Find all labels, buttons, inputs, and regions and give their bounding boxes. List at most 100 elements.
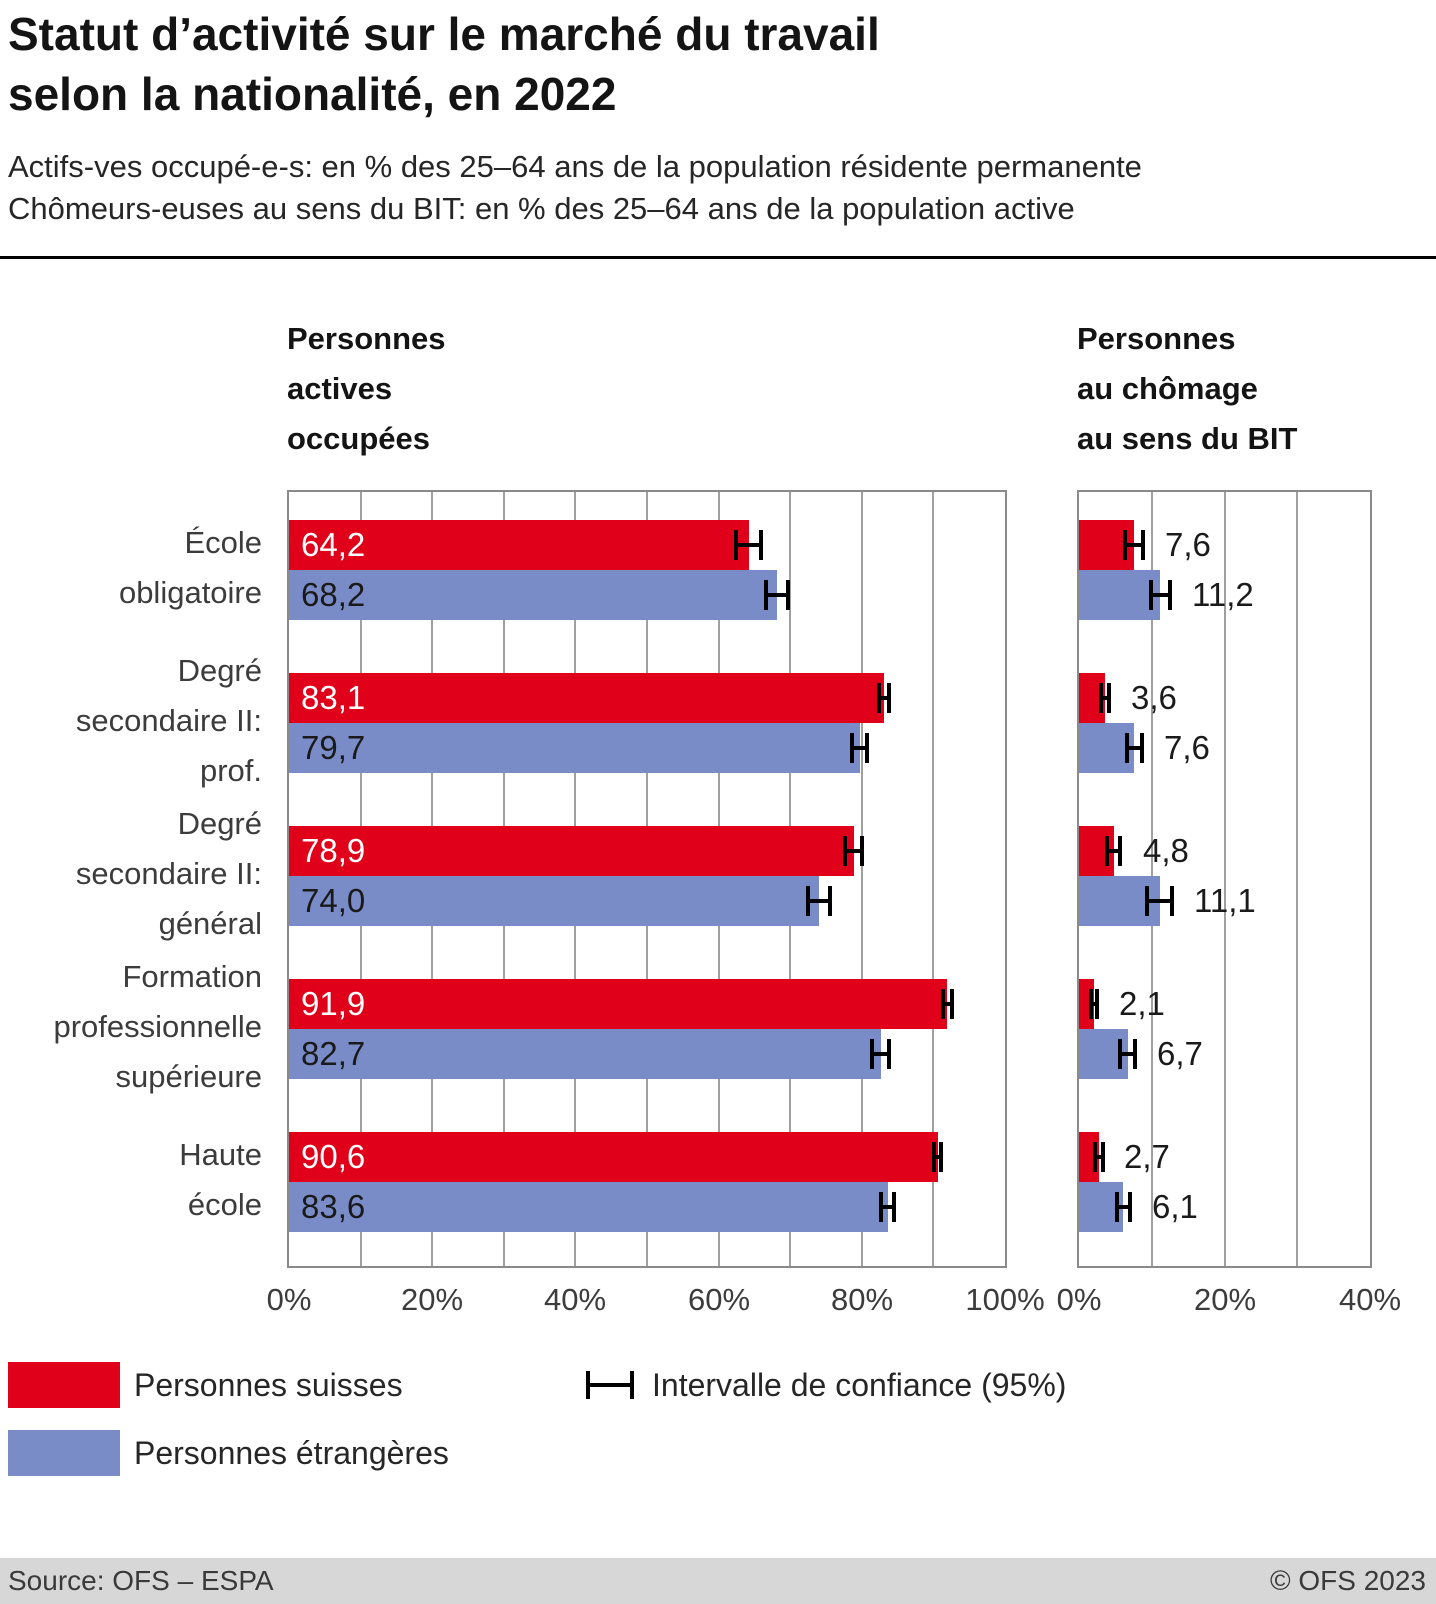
panel-title-0-line-1: actives	[287, 371, 393, 406]
legend-label-swiss: Personnes suisses	[134, 1367, 403, 1403]
axis-tick-label: 20%	[400, 1282, 464, 1317]
footer-source: Source: OFS – ESPA	[8, 1565, 274, 1596]
category-label: Degré secondaire II: prof.	[0, 646, 262, 796]
error-bar-cap-right	[1128, 1192, 1132, 1222]
category-label-line: professionnelle	[53, 1009, 262, 1044]
error-bar-cap-left	[1089, 989, 1093, 1019]
axis-tick-label: 20%	[1193, 1282, 1257, 1317]
error-bar-cap-left	[1123, 530, 1127, 560]
category-label-line: général	[158, 906, 262, 941]
value-label: 2,7	[1124, 1138, 1170, 1175]
category-label-line: École	[184, 525, 262, 560]
value-label: 4,8	[1143, 832, 1189, 869]
value-label: 83,1	[301, 679, 366, 716]
error-bar-cap-left	[1105, 836, 1109, 866]
error-bar	[941, 989, 954, 1019]
error-bar	[1105, 836, 1122, 866]
bar-foreign	[289, 1182, 888, 1232]
error-bar-cap-left	[932, 1142, 936, 1172]
error-bar-line	[1125, 746, 1144, 750]
value-label: 83,6	[301, 1188, 366, 1225]
error-bar	[1093, 1142, 1105, 1172]
error-bar-cap-left	[879, 1192, 883, 1222]
error-bar-line	[1089, 1002, 1099, 1006]
category-label-line: secondaire II:	[75, 703, 262, 738]
bar-swiss	[289, 673, 884, 723]
error-bar-cap-right	[828, 886, 832, 916]
error-bar-cap-right	[865, 733, 869, 763]
axis-tick-label: 100%	[965, 1282, 1045, 1317]
error-bar	[1099, 683, 1111, 713]
category-label: Degré secondaire II: général	[0, 799, 262, 949]
error-bar-cap-right	[1133, 1039, 1137, 1069]
error-bar-cap-left	[1115, 1192, 1119, 1222]
error-bar	[843, 836, 864, 866]
value-label: 74,0	[301, 882, 366, 919]
page-subtitle-line-2: Chômeurs-euses au sens du BIT: en % des …	[8, 191, 1075, 226]
gridline	[861, 492, 863, 1266]
error-bar	[1125, 733, 1144, 763]
category-label: Haute école	[0, 1130, 262, 1230]
confidence-interval-icon-line	[586, 1383, 634, 1387]
error-bar-line	[764, 593, 790, 597]
value-label: 78,9	[301, 832, 366, 869]
error-bar-cap-right	[1095, 989, 1099, 1019]
category-label: École obligatoire	[0, 518, 262, 618]
error-bar-cap-right	[887, 683, 891, 713]
error-bar-line	[941, 1002, 954, 1006]
legend-swatch-foreign	[8, 1430, 120, 1476]
page-subtitle: Actifs-ves occupé-e-s: en % des 25–64 an…	[8, 146, 1142, 230]
error-bar	[877, 683, 891, 713]
error-bar-line	[1145, 899, 1174, 903]
panel-title-0-line-0: Personnes	[287, 321, 446, 356]
bar-foreign	[289, 1029, 881, 1079]
bar-foreign	[1079, 723, 1134, 773]
category-label: Formation professionnelle supérieure	[0, 952, 262, 1102]
error-bar-line	[1118, 1052, 1137, 1056]
axis-tick-label: 60%	[687, 1282, 751, 1317]
page-title-line-2: selon la nationalité, en 2022	[8, 68, 617, 120]
value-label: 3,6	[1131, 679, 1177, 716]
panel-title-1-line-0: Personnes	[1077, 321, 1236, 356]
error-bar	[879, 1192, 896, 1222]
error-bar	[734, 530, 763, 560]
plot-unemployed: 7,6 3,6 4,8 2,1 2,7 11,2 7,6 11,1 6,7 6,1	[1077, 490, 1372, 1268]
value-label: 82,7	[301, 1035, 366, 1072]
value-label: 90,6	[301, 1138, 366, 1175]
category-label-line: secondaire II:	[75, 856, 262, 891]
error-bar-line	[870, 1052, 891, 1056]
error-bar-cap-right	[887, 1039, 891, 1069]
error-bar	[1123, 530, 1145, 560]
bar-foreign	[289, 723, 860, 773]
error-bar	[850, 733, 869, 763]
confidence-interval-icon	[586, 1371, 634, 1399]
panel-title-1: Personnes au chômage au sens du BIT	[1077, 314, 1297, 464]
error-bar-cap-right	[1140, 733, 1144, 763]
category-label-line: supérieure	[115, 1059, 262, 1094]
value-label: 64,2	[301, 526, 366, 563]
error-bar	[870, 1039, 891, 1069]
error-bar-cap-left	[1118, 1039, 1122, 1069]
error-bar-line	[1099, 696, 1111, 700]
bar-foreign	[289, 570, 777, 620]
confidence-interval-icon-cap-left	[586, 1371, 590, 1399]
bar-foreign	[289, 876, 819, 926]
error-bar-cap-right	[1107, 683, 1111, 713]
axis-tick-label: 40%	[1338, 1282, 1402, 1317]
value-label: 7,6	[1165, 526, 1211, 563]
error-bar-line	[1149, 593, 1172, 597]
error-bar	[1149, 580, 1172, 610]
category-label-line: Degré	[177, 806, 262, 841]
bar-swiss	[289, 520, 749, 570]
value-label: 91,9	[301, 985, 366, 1022]
error-bar-cap-left	[1093, 1142, 1097, 1172]
error-bar-line	[1115, 1205, 1132, 1209]
error-bar-line	[806, 899, 832, 903]
error-bar-cap-right	[892, 1192, 896, 1222]
axis-tick-label: 40%	[543, 1282, 607, 1317]
error-bar	[1115, 1192, 1132, 1222]
page-title-line-1: Statut d’activité sur le marché du trava…	[8, 8, 880, 60]
error-bar-cap-left	[1099, 683, 1103, 713]
value-label: 11,1	[1194, 882, 1256, 919]
